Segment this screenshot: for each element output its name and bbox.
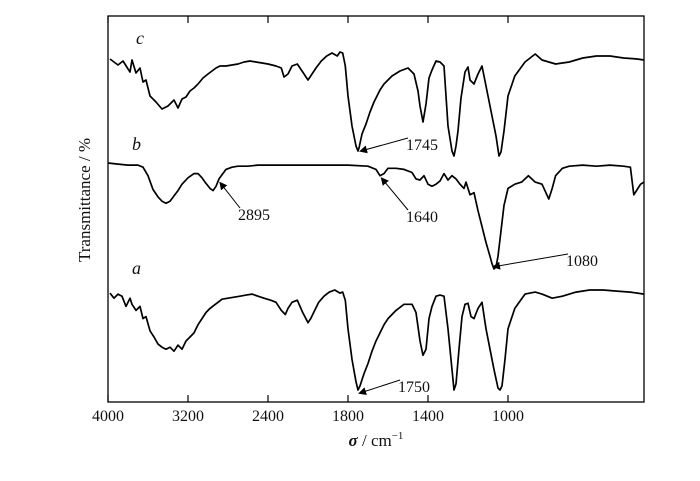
- x-tick-label: 1400: [412, 408, 444, 425]
- x-ticks: [107, 16, 509, 402]
- annotation-label-2895: 2895: [238, 207, 270, 224]
- x-axis-unit: / cm: [358, 431, 392, 450]
- series-label-a: a: [132, 258, 141, 278]
- x-axis-symbol: σ: [349, 431, 359, 450]
- series-label-b: b: [132, 134, 141, 154]
- x-axis-label: σ / cm−1: [349, 430, 404, 450]
- series-line-a: [109, 289, 645, 391]
- annotation-arrow-1640: [380, 177, 409, 211]
- x-tick-label: 3200: [172, 408, 204, 425]
- y-axis-label: Transmittance / %: [75, 138, 94, 262]
- annotation-arrow-2895: [219, 181, 241, 209]
- x-tick-label: 2400: [252, 408, 284, 425]
- series-lines: c b a: [107, 28, 645, 391]
- annotation-label-1080: 1080: [566, 253, 598, 270]
- annotation-label-1640: 1640: [406, 209, 438, 226]
- x-tick-label: 1000: [492, 408, 524, 425]
- annotation-label-1750: 1750: [398, 379, 430, 396]
- annotation-arrow-1745: [359, 137, 409, 154]
- series-line-c: [109, 51, 645, 157]
- x-tick-label: 4000: [92, 408, 124, 425]
- annotation-label-1745: 1745: [406, 137, 438, 154]
- series-line-b: [107, 162, 645, 270]
- annotation-arrow-1750: [358, 379, 401, 395]
- annotation-arrow-1080: [492, 253, 569, 270]
- annotations: 1745 2895 1640 1080 1750: [219, 137, 598, 396]
- x-tick-label: 1800: [332, 408, 364, 425]
- series-label-c: c: [136, 28, 144, 48]
- x-axis-unit-exponent: −1: [392, 430, 404, 442]
- x-tick-labels: 4000 3200 2400 1800 1400 1000: [92, 408, 524, 425]
- plot-frame: [107, 15, 645, 403]
